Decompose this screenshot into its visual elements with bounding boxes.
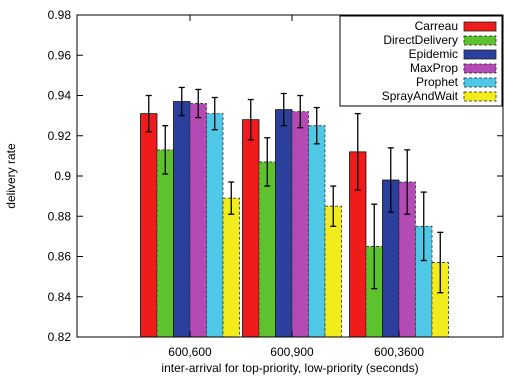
bar-prophet-2 xyxy=(308,125,326,338)
bar-prophet-1 xyxy=(206,113,224,338)
y-tick-label: 0.96 xyxy=(48,48,72,62)
x-axis-label: inter-arrival for top-priority, low-prio… xyxy=(161,361,418,375)
legend-label: MaxProp xyxy=(410,61,458,75)
bar-sprayandwait-3 xyxy=(431,262,449,338)
bar-epidemic-1 xyxy=(173,101,191,338)
y-tick-label: 0.98 xyxy=(48,8,72,22)
bar-directdelivery-1 xyxy=(156,149,174,338)
bar-carreau-1 xyxy=(140,113,158,338)
bar-sprayandwait-1 xyxy=(222,197,240,338)
bar-maxprop-1 xyxy=(189,103,207,338)
legend-label: Prophet xyxy=(416,75,459,89)
legend: CarreauDirectDeliveryEpidemicMaxPropProp… xyxy=(339,15,503,107)
y-tick-label: 0.84 xyxy=(48,290,72,304)
legend-label: Epidemic xyxy=(409,47,458,61)
bar-carreau-2 xyxy=(242,119,260,338)
x-tick-label: 600,3600 xyxy=(374,345,424,359)
y-tick-label: 0.92 xyxy=(48,129,72,143)
legend-swatch-maxprop xyxy=(463,63,497,74)
y-tick-label: 0.9 xyxy=(54,169,71,183)
y-tick-label: 0.88 xyxy=(48,209,72,223)
y-tick-label: 0.82 xyxy=(48,330,72,344)
bar-maxprop-2 xyxy=(291,111,309,338)
y-tick-label: 0.94 xyxy=(48,89,72,103)
legend-swatch-prophet xyxy=(463,77,497,88)
bar-directdelivery-2 xyxy=(258,161,276,338)
x-tick-label: 600,900 xyxy=(270,345,314,359)
y-axis-label: delivery rate xyxy=(4,143,18,209)
legend-label: DirectDelivery xyxy=(383,33,458,47)
legend-swatch-epidemic xyxy=(463,49,497,60)
x-tick-label: 600,600 xyxy=(168,345,212,359)
bar-maxprop-3 xyxy=(398,181,416,338)
legend-swatch-directdelivery xyxy=(463,35,497,46)
legend-label: SprayAndWait xyxy=(382,89,459,103)
legend-label: Carreau xyxy=(415,19,458,33)
error-bars-layer xyxy=(145,86,444,294)
y-axis: 0.82 0.84 0.86 0.88 0.9 0.92 0.94 0.96 0.98 xyxy=(48,8,503,344)
y-tick-label: 0.86 xyxy=(48,250,72,264)
bars-layer xyxy=(140,101,449,338)
bar-epidemic-2 xyxy=(275,109,293,338)
legend-swatch-carreau xyxy=(463,21,497,32)
x-axis: 600,600 600,900 600,3600 xyxy=(168,15,424,359)
legend-swatch-sprayandwait xyxy=(463,91,497,102)
